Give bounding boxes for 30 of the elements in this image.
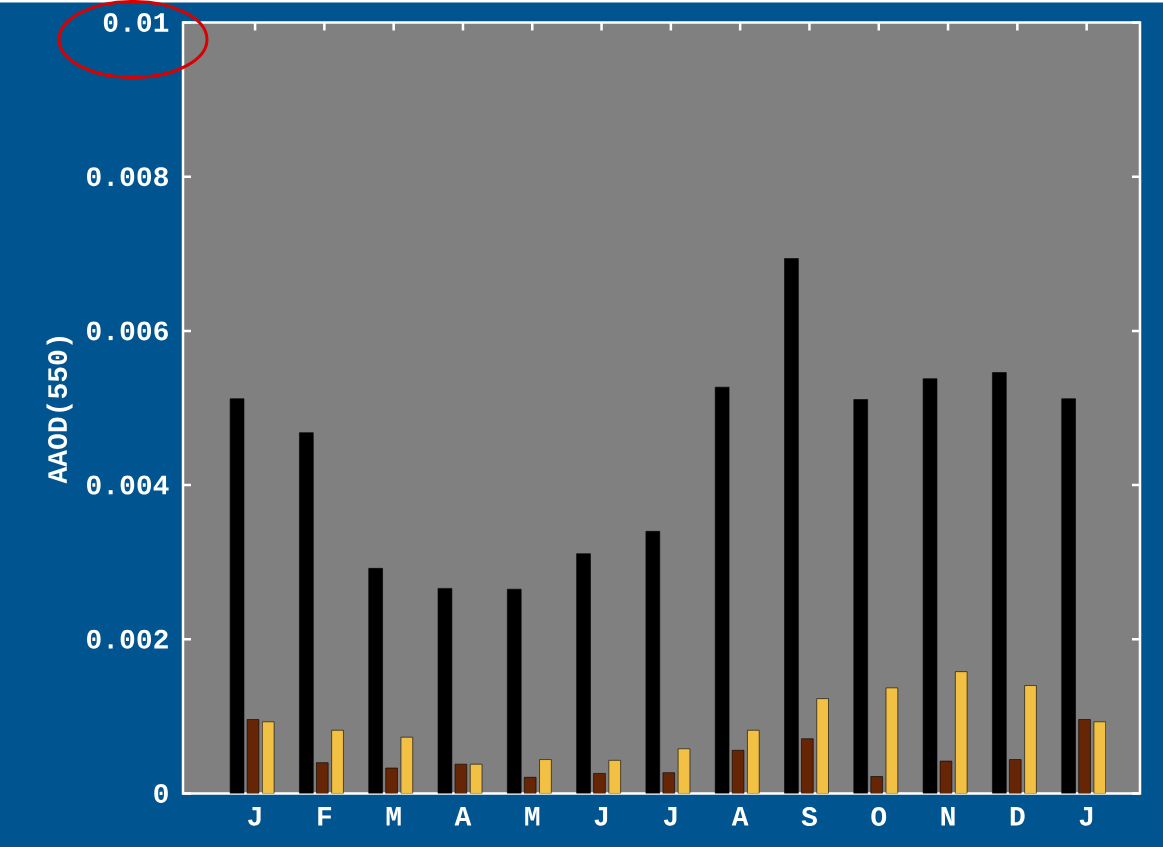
x-tick-label: O — [871, 806, 887, 826]
bar — [539, 759, 552, 794]
x-tick-label: D — [1010, 806, 1025, 826]
x-tick-label: S — [801, 806, 817, 826]
x-tick-label: J — [248, 806, 261, 826]
x-tick-label: A — [731, 806, 749, 826]
y-tick-label: 0.004 — [87, 475, 169, 495]
bar — [608, 759, 621, 794]
bar — [747, 729, 760, 794]
bar — [316, 762, 329, 794]
x-tick-label: J — [594, 806, 608, 826]
y-tick-label: 0.006 — [87, 321, 168, 341]
y-axis-title: AAOD(550) — [46, 336, 73, 484]
bar — [331, 729, 344, 794]
x-tick-label: N — [941, 806, 955, 826]
bar — [1078, 718, 1091, 794]
bar — [816, 698, 829, 794]
x-tick-label: M — [525, 806, 540, 826]
bar — [1024, 685, 1037, 794]
y-tick-label: 0.002 — [87, 629, 168, 649]
y-tick-label: 0.008 — [87, 166, 168, 186]
x-tick-label: F — [318, 806, 332, 826]
bar — [1009, 759, 1022, 794]
x-tick-label: A — [454, 806, 472, 826]
x-tick-label: J — [1079, 806, 1093, 826]
bar — [801, 738, 814, 794]
y-tick-label: 0 — [154, 783, 168, 803]
y-tick-label: 0.01 — [103, 12, 169, 32]
x-tick-label: M — [386, 806, 401, 826]
x-tick-label: J — [663, 806, 677, 826]
